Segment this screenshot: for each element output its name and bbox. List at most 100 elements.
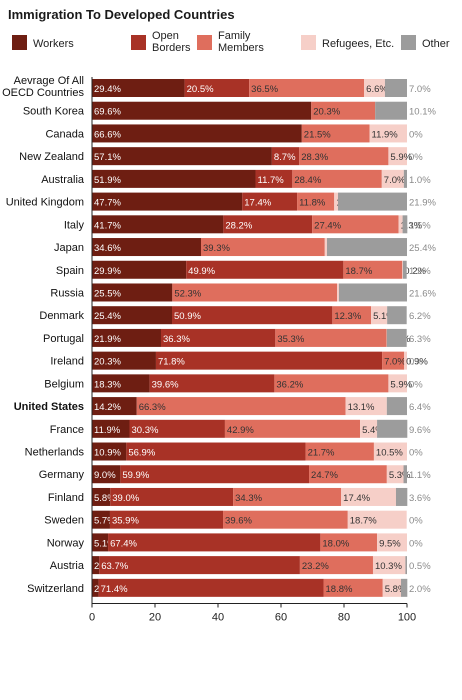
data-label-sweden-refugees-etc: 18.7%	[350, 516, 377, 527]
data-label-france-workers: 11.9%	[94, 425, 121, 436]
bar-japan-other	[326, 238, 407, 257]
data-label-sweden-other: 0%	[409, 516, 423, 527]
data-label-australia-other: 1.0%	[409, 175, 431, 186]
bar-south-korea-family-members	[311, 101, 376, 120]
data-label-canada-refugees-etc: 11.9%	[372, 129, 399, 140]
data-label-norway-family-members: 18.0%	[322, 538, 349, 549]
bar-denmark-refugees-etc	[371, 306, 388, 325]
bar-spain-open-borders	[186, 260, 344, 279]
category-label-france: France	[50, 424, 84, 436]
bar-germany-open-borders	[120, 465, 310, 484]
bar-france-family-members	[224, 419, 361, 438]
data-label-switzerland-other: 2.0%	[409, 584, 431, 595]
bar-france-open-borders	[129, 419, 225, 438]
bar-japan-family-members	[200, 238, 325, 257]
data-label-aevrage-of-all-oecd-countries-other: 7.0%	[409, 84, 431, 95]
category-label-aevrage-of-all-oecd-countries-line1: Aevrage Of All	[14, 75, 84, 87]
category-label-japan: Japan	[54, 242, 84, 254]
data-label-united-kingdom-family-members: 11.8%	[299, 198, 326, 209]
bar-finland-workers	[92, 487, 111, 506]
legend-swatch-refugees-etc	[301, 35, 316, 50]
data-label-finland-open-borders: 39.0%	[112, 493, 139, 504]
bar-finland-family-members	[233, 487, 342, 506]
data-label-aevrage-of-all-oecd-countries-open-borders: 20.5%	[187, 84, 214, 95]
data-label-france-open-borders: 30.3%	[131, 425, 158, 436]
bar-russia-refugees-etc	[337, 283, 339, 302]
data-label-denmark-family-members: 12.3%	[334, 311, 361, 322]
data-label-new-zealand-workers: 57.1%	[94, 152, 121, 163]
bar-ireland-workers	[92, 351, 156, 370]
bar-portugal-other	[386, 328, 407, 347]
data-label-germany-refugees-etc: 5.3%	[389, 470, 411, 481]
data-label-portugal-family-members: 35.3%	[277, 334, 304, 345]
bar-portugal-family-members	[275, 328, 387, 347]
bar-new-zealand-open-borders	[271, 147, 300, 166]
bar-aevrage-of-all-oecd-countries-family-members	[249, 79, 365, 97]
data-label-sweden-family-members: 39.6%	[225, 516, 252, 527]
bar-portugal-workers	[92, 328, 161, 347]
bar-united-kingdom-refugees-etc	[334, 192, 339, 211]
bar-south-korea-other	[375, 101, 407, 120]
bar-new-zealand-refugees-etc	[388, 147, 407, 166]
bar-germany-other	[403, 465, 407, 484]
bar-france-refugees-etc	[360, 419, 378, 438]
bar-switzerland-refugees-etc	[382, 578, 402, 597]
data-label-france-refugees-etc: 5.4%	[362, 425, 384, 436]
bar-italy-workers	[92, 215, 224, 234]
x-tick-label-40: 40	[212, 612, 224, 624]
bar-united-kingdom-open-borders	[242, 192, 298, 211]
category-label-norway: Norway	[47, 537, 85, 549]
bar-switzerland-family-members	[323, 578, 383, 597]
bar-finland-open-borders	[110, 487, 234, 506]
bar-canada-refugees-etc	[369, 124, 407, 143]
bar-ireland-refugees-etc	[404, 351, 407, 370]
data-label-italy-open-borders: 28.2%	[225, 220, 252, 231]
bar-ireland-family-members	[382, 351, 405, 370]
data-label-canada-family-members: 21.5%	[304, 129, 331, 140]
data-label-canada-other: 0%	[409, 129, 423, 140]
bar-austria-open-borders	[99, 556, 300, 575]
bar-denmark-open-borders	[172, 306, 333, 325]
data-label-south-korea-workers: 69.6%	[94, 107, 121, 118]
data-label-sweden-open-borders: 35.9%	[112, 516, 139, 527]
data-label-belgium-workers: 18.3%	[94, 379, 121, 390]
data-label-denmark-other: 6.2%	[409, 311, 431, 322]
bar-united-kingdom-other	[338, 192, 407, 211]
bar-norway-open-borders	[108, 533, 321, 552]
bar-australia-workers	[92, 169, 256, 188]
bar-sweden-family-members	[223, 510, 348, 529]
data-label-netherlands-refugees-etc: 10.5%	[376, 448, 403, 459]
data-label-australia-family-members: 28.4%	[294, 175, 321, 186]
x-tick-label-20: 20	[149, 612, 161, 624]
data-label-japan-workers: 34.6%	[94, 243, 121, 254]
data-label-russia-family-members: 52.3%	[174, 288, 201, 299]
bar-netherlands-open-borders	[126, 442, 306, 461]
bar-australia-family-members	[292, 169, 382, 188]
bar-russia-other	[338, 283, 407, 302]
data-label-netherlands-family-members: 21.7%	[308, 448, 335, 459]
data-label-russia-workers: 25.5%	[94, 288, 121, 299]
bar-belgium-refugees-etc	[388, 374, 407, 393]
category-label-russia: Russia	[50, 287, 85, 299]
data-label-norway-other: 0%	[409, 538, 423, 549]
chart-title: Immigration To Developed Countries	[8, 7, 235, 22]
bar-belgium-family-members	[274, 374, 389, 393]
legend-label-workers: Workers	[33, 38, 74, 50]
bar-denmark-family-members	[332, 306, 372, 325]
data-label-germany-workers: 9.0%	[94, 470, 116, 481]
data-label-finland-other: 3.6%	[409, 493, 431, 504]
category-label-netherlands: Netherlands	[25, 447, 85, 459]
data-label-austria-other: 0.5%	[409, 561, 431, 572]
legend-label-open-borders-line2: Borders	[152, 42, 191, 54]
bar-aevrage-of-all-oecd-countries-open-borders	[184, 79, 250, 97]
category-label-portugal: Portugal	[43, 333, 84, 345]
data-label-australia-refugees-etc: 7.0%	[384, 175, 406, 186]
bar-united-states-other	[386, 397, 407, 416]
bar-switzerland-open-borders	[98, 578, 324, 597]
bar-new-zealand-workers	[92, 147, 272, 166]
data-label-germany-open-borders: 59.9%	[122, 470, 149, 481]
bar-south-korea-workers	[92, 101, 312, 120]
bar-italy-other	[402, 215, 408, 234]
bar-aevrage-of-all-oecd-countries-refugees-etc	[364, 79, 385, 97]
category-label-united-states: United States	[14, 401, 84, 413]
